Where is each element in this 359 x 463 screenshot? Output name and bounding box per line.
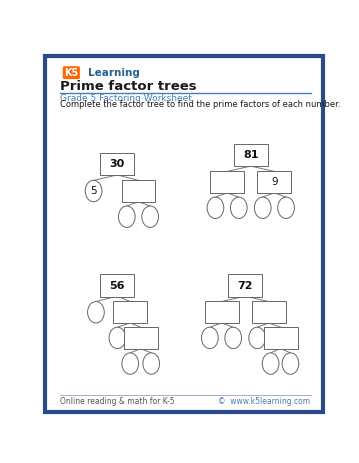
Text: Complete the factor tree to find the prime factors of each number.: Complete the factor tree to find the pri… [60, 100, 341, 109]
FancyBboxPatch shape [45, 56, 323, 412]
Circle shape [122, 353, 139, 374]
Text: Online reading & math for K-5: Online reading & math for K-5 [60, 397, 175, 406]
Text: 9: 9 [271, 177, 278, 187]
Circle shape [249, 327, 266, 349]
FancyBboxPatch shape [264, 327, 298, 349]
FancyBboxPatch shape [257, 171, 292, 193]
FancyBboxPatch shape [228, 275, 262, 297]
Circle shape [207, 197, 224, 219]
Circle shape [118, 206, 135, 227]
Text: Prime factor trees: Prime factor trees [60, 81, 197, 94]
Text: Grade 5 Factoring Worksheet: Grade 5 Factoring Worksheet [60, 94, 192, 103]
FancyBboxPatch shape [122, 180, 155, 202]
Text: Learning: Learning [88, 68, 140, 78]
FancyBboxPatch shape [205, 301, 238, 323]
Text: 81: 81 [243, 150, 258, 160]
Circle shape [85, 181, 102, 202]
Circle shape [262, 353, 279, 374]
Text: K5: K5 [64, 68, 78, 78]
FancyBboxPatch shape [100, 275, 134, 297]
Circle shape [109, 327, 126, 349]
Circle shape [282, 353, 299, 374]
FancyBboxPatch shape [252, 301, 286, 323]
Text: ©  www.k5learning.com: © www.k5learning.com [219, 397, 311, 406]
FancyBboxPatch shape [113, 301, 147, 323]
Circle shape [225, 327, 242, 349]
Circle shape [142, 206, 159, 227]
Circle shape [143, 353, 160, 374]
Circle shape [278, 197, 294, 219]
FancyBboxPatch shape [124, 327, 158, 349]
Circle shape [201, 327, 218, 349]
Circle shape [88, 301, 104, 323]
FancyBboxPatch shape [100, 153, 134, 175]
FancyBboxPatch shape [210, 171, 244, 193]
Text: 5: 5 [90, 186, 97, 196]
Circle shape [255, 197, 271, 219]
FancyBboxPatch shape [234, 144, 268, 166]
Text: 56: 56 [109, 281, 125, 290]
Text: 30: 30 [109, 159, 125, 169]
Text: 72: 72 [237, 281, 253, 290]
Circle shape [230, 197, 247, 219]
